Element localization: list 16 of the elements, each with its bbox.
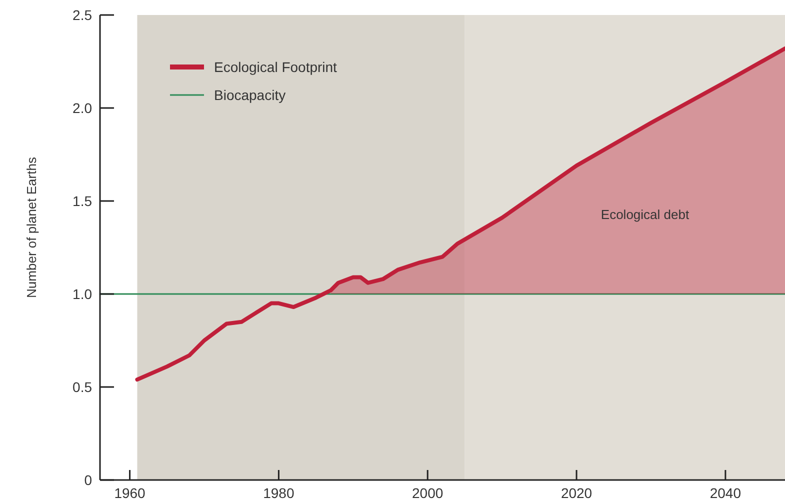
x-tick-label: 1960 [114, 485, 146, 501]
line-series [135, 46, 785, 382]
y-tick-label: 1.0 [72, 286, 92, 302]
y-tick-label: 2.5 [72, 6, 92, 23]
x-tick-label: 2040 [710, 485, 742, 501]
y-tick-label: 0 [84, 472, 92, 488]
y-tick-label: 0.5 [72, 378, 92, 395]
legend-label: Biocapacity [214, 86, 286, 103]
y-tick-label: 2.0 [72, 100, 92, 116]
y-axis-title: Number of planet Earths [24, 156, 39, 298]
y-tick-label: 1.5 [72, 192, 92, 209]
annotation: Ecological debt [600, 207, 690, 222]
x-tick-label: 2020 [560, 485, 592, 501]
x-tick-label: 1980 [263, 485, 294, 501]
legend-label: Ecological Footprint [214, 58, 338, 75]
x-tick-label: 2000 [412, 485, 444, 501]
